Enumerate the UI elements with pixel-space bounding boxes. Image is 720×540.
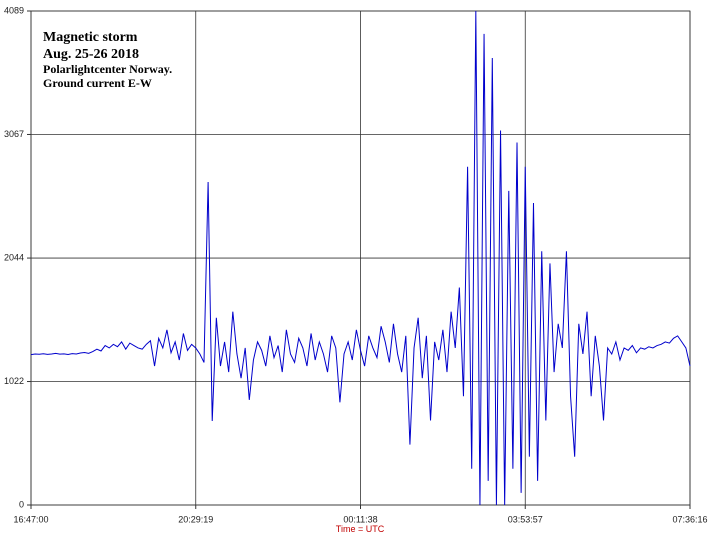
- x-tick-label: 00:11:38: [343, 514, 377, 524]
- x-axis-label: Time = UTC: [336, 524, 385, 534]
- title-line: Polarlightcenter Norway.: [43, 62, 172, 76]
- y-tick-label: 3067: [4, 129, 24, 139]
- data-line: [30, 10, 691, 506]
- x-tick-label: 16:47:00: [13, 514, 48, 524]
- y-tick-label: 1022: [4, 376, 24, 386]
- y-tick-label: 4089: [4, 5, 24, 15]
- plot-frame: [30, 10, 691, 506]
- title-line: Ground current E-W: [43, 76, 152, 90]
- title-line: Magnetic storm: [43, 30, 138, 45]
- y-tick-label: 0: [19, 499, 24, 509]
- x-tick-label: 03:53:57: [508, 514, 543, 524]
- y-tick-label: 2044: [4, 252, 24, 262]
- title-line: Aug. 25-26 2018: [43, 47, 139, 62]
- x-tick-label: 20:29:19: [178, 514, 213, 524]
- x-tick-label: 07:36:16: [672, 514, 707, 524]
